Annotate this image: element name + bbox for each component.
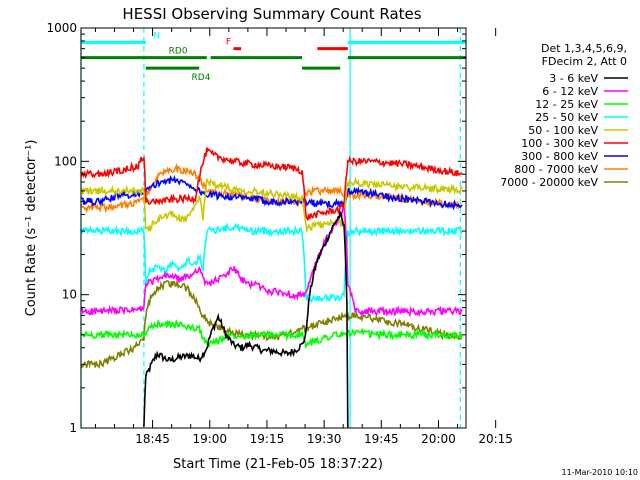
legend-label: 12 - 25 keV: [535, 98, 598, 111]
series-line-0: [143, 211, 349, 428]
series-line-4: [80, 176, 463, 234]
legend-label: 800 - 7000 keV: [514, 163, 598, 176]
x-tick-label: 19:00: [192, 432, 227, 446]
series-line-1: [80, 206, 463, 318]
legend-label: 7000 - 20000 keV: [500, 176, 598, 189]
x-tick-label: 19:15: [250, 432, 285, 446]
flag-label-rd0: RD0: [169, 47, 188, 57]
legend-header: FDecim 2, Att 0: [542, 55, 627, 68]
legend: Det 1,3,4,5,6,9,FDecim 2, Att 0 3 - 6 keV…: [500, 42, 628, 189]
legend-label: 3 - 6 keV: [549, 72, 598, 85]
y-tick-label: 100: [54, 154, 77, 168]
x-tick-label: 19:45: [364, 432, 399, 446]
y-axis-label: Count Rate (s⁻¹ detector⁻¹): [24, 140, 39, 317]
x-tick-label: 20:00: [421, 432, 456, 446]
plot-area: N F RD0 RD4: [80, 28, 466, 428]
plot-frame: [80, 27, 467, 429]
y-tick-label: 1: [69, 421, 77, 435]
y-tick-label: 10: [62, 288, 77, 302]
x-axis-label: Start Time (21-Feb-05 18:37:22): [173, 457, 383, 472]
x-tick-label: 20:15: [478, 432, 513, 446]
flag-label-rd4: RD4: [192, 73, 211, 83]
legend-label: 100 - 300 keV: [521, 137, 598, 150]
legend-label: 50 - 100 keV: [528, 124, 598, 137]
series-line-3: [80, 222, 463, 303]
series-line-5: [80, 147, 463, 222]
x-tick-label: 18:45: [135, 432, 170, 446]
legend-label: 300 - 800 keV: [521, 150, 598, 163]
y-tick-label: 1000: [46, 21, 77, 35]
chart-title: HESSI Observing Summary Count Rates: [122, 5, 421, 23]
legend-label: 6 - 12 keV: [542, 85, 598, 98]
flag-label-n: N: [153, 31, 160, 41]
timestamp: 11-Mar-2010 10:10: [562, 468, 639, 477]
legend-header: Det 1,3,4,5,6,9,: [541, 42, 627, 55]
legend-label: 25 - 50 keV: [535, 111, 598, 124]
axis-ticks: 18:45 19:00 19:15 19:30 19:45 20:00 20:15 1 10 10…: [46, 21, 513, 446]
x-tick-label: 19:30: [307, 432, 342, 446]
series-line-2: [80, 318, 463, 350]
flag-label-f: F: [226, 38, 231, 48]
